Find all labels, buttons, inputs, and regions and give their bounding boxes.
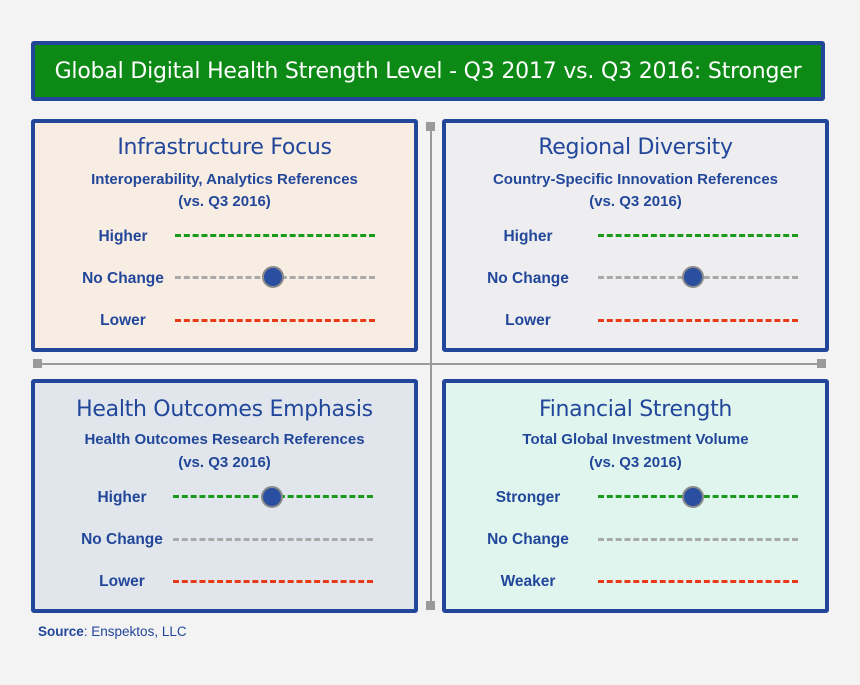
panel-subtitle: Health Outcomes Research References <box>84 431 365 448</box>
level-label-lower: Lower <box>99 573 145 590</box>
level-label-no-change: No Change <box>81 531 163 548</box>
panel-title: Infrastructure Focus <box>117 135 332 160</box>
source-citation: Source: Enspektos, LLC <box>38 624 187 639</box>
horizontal-axis <box>38 363 822 365</box>
axis-end-marker <box>426 122 435 131</box>
panel-title: Health Outcomes Emphasis <box>76 397 373 422</box>
panel-title: Financial Strength <box>538 397 733 422</box>
axis-end-marker <box>426 601 435 610</box>
no-change-dash-line <box>598 538 798 541</box>
level-label-no-change: No Change <box>487 270 569 287</box>
panel-health-outcomes-emphasis: Health Outcomes Emphasis Health Outcomes… <box>31 379 418 613</box>
panel-period: (vs. Q3 2016) <box>178 454 271 471</box>
weaker-dash-line <box>598 580 798 583</box>
higher-dash-line <box>175 234 375 237</box>
panel-title: Regional Diversity <box>538 135 733 160</box>
indicator-marker <box>682 266 704 288</box>
panel-subtitle: Country-Specific Innovation References <box>492 171 779 188</box>
level-label-weaker: Weaker <box>500 573 556 590</box>
level-label-no-change: No Change <box>487 531 569 548</box>
indicator-marker <box>261 486 283 508</box>
level-label-higher: Higher <box>97 489 147 506</box>
level-label-stronger: Stronger <box>495 489 561 506</box>
lower-dash-line <box>598 319 798 322</box>
indicator-marker <box>682 486 704 508</box>
source-label: Source <box>38 624 84 639</box>
axis-end-marker <box>817 359 826 368</box>
panel-period: (vs. Q3 2016) <box>589 454 682 471</box>
panel-financial-strength: Financial Strength Total Global Investme… <box>442 379 829 613</box>
panel-subtitle: Total Global Investment Volume <box>522 431 749 448</box>
higher-dash-line <box>598 234 798 237</box>
indicator-marker <box>262 266 284 288</box>
lower-dash-line <box>175 319 375 322</box>
source-text: : Enspektos, LLC <box>83 624 187 639</box>
lower-dash-line <box>173 580 373 583</box>
level-label-lower: Lower <box>505 312 551 329</box>
axis-end-marker <box>33 359 42 368</box>
panel-regional-diversity: Regional Diversity Country-Specific Inno… <box>442 119 829 352</box>
panel-subtitle: Interoperability, Analytics References <box>91 171 358 188</box>
panel-infrastructure-focus: Infrastructure Focus Interoperability, A… <box>31 119 418 352</box>
level-label-higher: Higher <box>98 228 148 245</box>
panel-period: (vs. Q3 2016) <box>589 193 682 210</box>
vertical-axis <box>430 126 432 608</box>
panel-period: (vs. Q3 2016) <box>178 193 271 210</box>
level-label-lower: Lower <box>100 312 146 329</box>
page-title: Global Digital Health Strength Level - Q… <box>54 58 802 84</box>
level-label-no-change: No Change <box>82 270 164 287</box>
page-title-banner: Global Digital Health Strength Level - Q… <box>31 41 825 101</box>
level-label-higher: Higher <box>503 228 553 245</box>
no-change-dash-line <box>173 538 373 541</box>
